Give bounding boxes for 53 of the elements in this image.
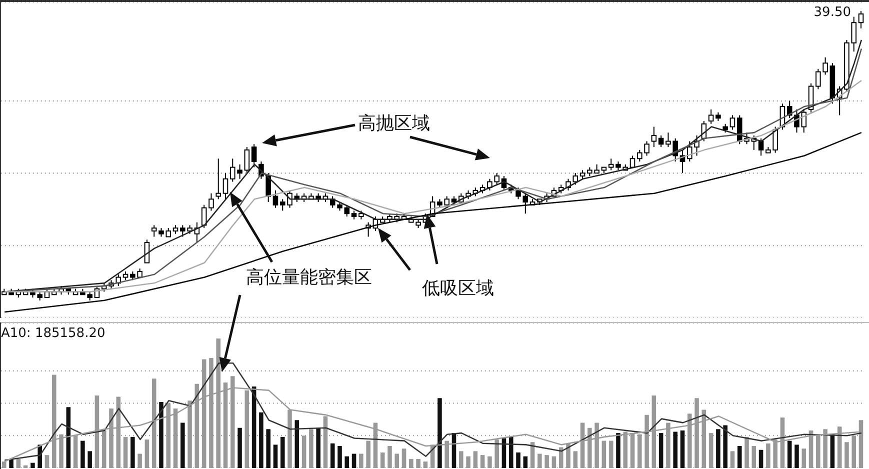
bar xyxy=(508,436,514,468)
bar xyxy=(716,429,720,468)
candlestick xyxy=(244,146,250,174)
bar xyxy=(238,428,242,468)
bar xyxy=(658,433,664,468)
candlestick xyxy=(858,10,864,29)
candlestick xyxy=(272,190,278,208)
bar xyxy=(680,430,685,468)
candlestick xyxy=(522,192,528,214)
annotation: 高位量能密集区 xyxy=(246,267,372,288)
bar xyxy=(259,412,264,468)
bar xyxy=(294,420,300,468)
annotation: 39.50 xyxy=(814,5,851,20)
candlestick xyxy=(216,158,222,200)
bar xyxy=(266,429,270,468)
bar xyxy=(523,456,528,468)
bar xyxy=(9,458,14,468)
bar xyxy=(794,444,799,468)
candlestick xyxy=(651,126,657,148)
bar xyxy=(273,444,278,468)
bar xyxy=(438,398,442,468)
bar xyxy=(330,443,335,468)
annotation: A10: 185158.20 xyxy=(1,326,106,341)
bar xyxy=(516,452,520,468)
bar xyxy=(344,456,350,468)
bar xyxy=(316,428,320,468)
annotation: 高抛区域 xyxy=(358,113,430,134)
candlestick xyxy=(151,224,157,238)
bar xyxy=(352,454,356,468)
bar xyxy=(180,422,185,468)
bar xyxy=(616,433,620,468)
candlestick xyxy=(208,192,214,212)
candlestick xyxy=(758,138,764,156)
bar xyxy=(758,450,764,468)
bar xyxy=(280,436,285,468)
annotation: 低吸区域 xyxy=(422,278,494,299)
bar xyxy=(338,446,342,468)
candlestick xyxy=(658,134,664,148)
bar xyxy=(737,446,742,468)
bar xyxy=(88,451,92,468)
bar xyxy=(502,438,506,468)
candlestick xyxy=(251,144,257,168)
bar xyxy=(723,425,728,468)
bar xyxy=(130,436,135,468)
candlestick xyxy=(730,114,736,130)
candlestick xyxy=(708,108,714,124)
bar xyxy=(673,432,678,468)
bar xyxy=(787,440,792,468)
bar xyxy=(159,402,164,468)
bar xyxy=(80,440,85,468)
candlestick xyxy=(608,158,614,171)
bar xyxy=(30,462,35,468)
candlestick xyxy=(222,172,228,200)
